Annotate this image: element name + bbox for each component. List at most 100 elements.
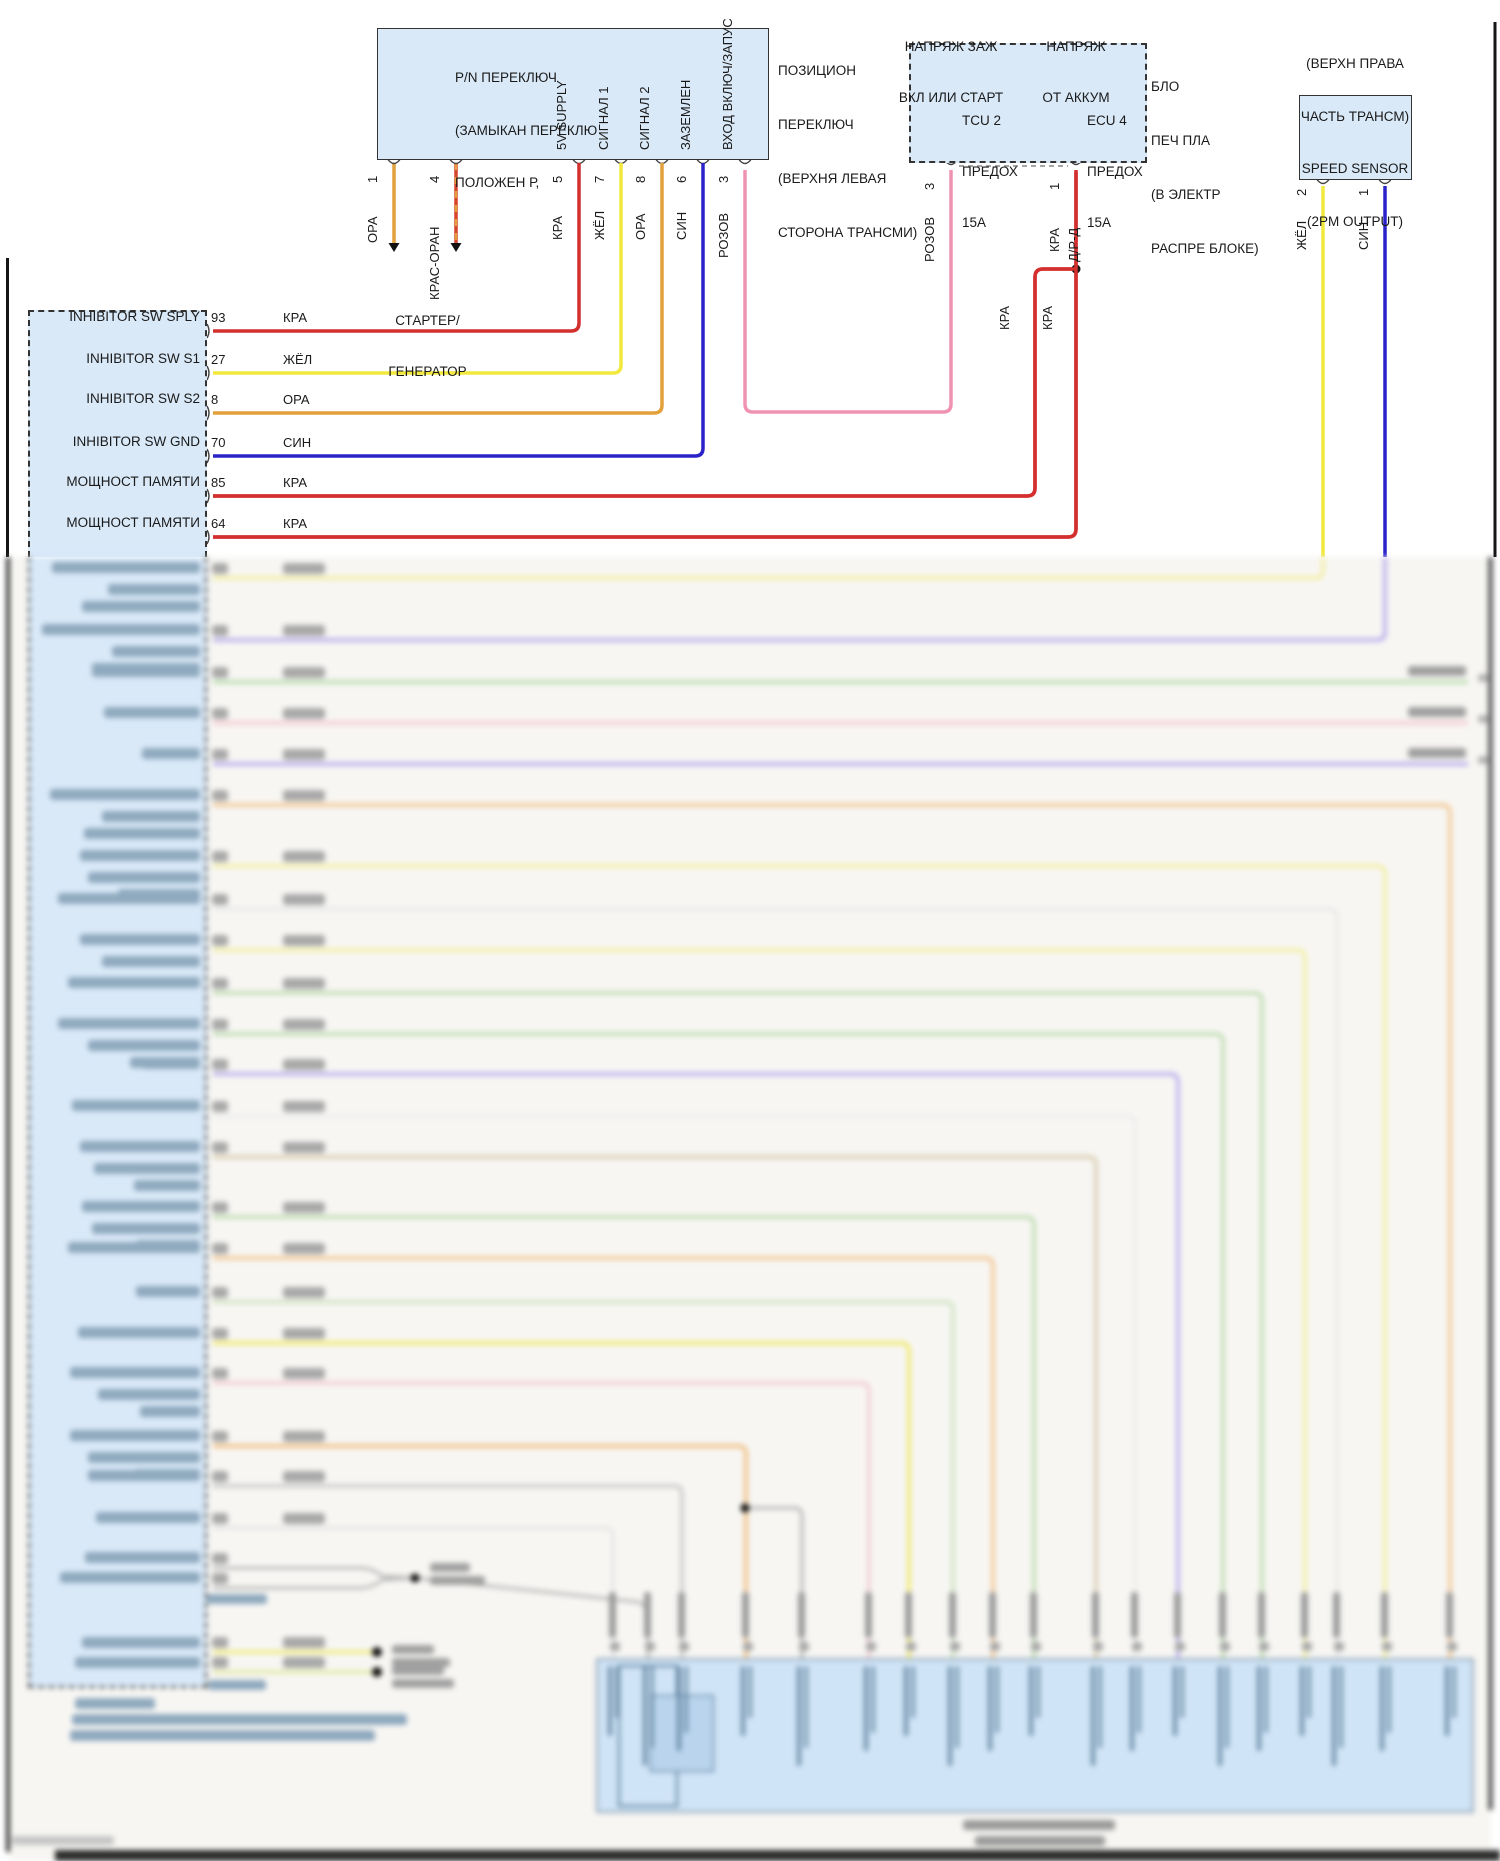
blurred-text-blob (975, 1836, 1105, 1846)
blurred-wire-code (283, 1657, 325, 1668)
tcm-connector-box-lower (28, 557, 207, 1688)
blurred-strip-pin-number (799, 1642, 809, 1651)
blurred-text-blob (72, 1714, 407, 1725)
static-wire (213, 267, 1076, 498)
blurred-strip-pin-label (1092, 1592, 1099, 1638)
strip-connector-glyph (615, 1666, 619, 1718)
blurred-row-label (50, 789, 200, 800)
fuse2-name: ECU 4 (1087, 113, 1127, 128)
sensor-title-line2: ЧАСТЬ ТРАНСМ) (1300, 108, 1410, 124)
blurred-pin-number (212, 1202, 228, 1213)
blurred-row-label (88, 1452, 200, 1463)
blurred-text-blob (430, 1576, 485, 1585)
blurred-pin-number (212, 851, 228, 862)
blurred-wire-code (283, 667, 325, 678)
blurred-strip-pin-number (950, 1642, 960, 1651)
blurred-strip-pin-label (865, 1592, 872, 1638)
row-wire-code: КРА (283, 310, 308, 325)
vertical-wire-label: СИН (1356, 221, 1371, 250)
blurred-strip-pin-number (1093, 1642, 1103, 1651)
blurred-wire-code (283, 563, 325, 574)
strip-connector-glyph (608, 1666, 612, 1736)
blurred-pin-number (212, 1368, 228, 1379)
blurred-row-label (102, 811, 200, 822)
blurred-wire-code (283, 790, 325, 801)
blurred-pin-number (212, 894, 228, 905)
vertical-wire-label: ЖЁЛ (1294, 220, 1309, 250)
pin-arc (206, 529, 210, 545)
row-label: МОЩНОСТ ПАМЯТИ (66, 515, 200, 530)
strip-connector-glyph (871, 1666, 875, 1733)
blurred-row-label (82, 601, 200, 612)
blurred-strip-pin-label (1174, 1592, 1181, 1638)
blurred-row-label (108, 584, 200, 595)
blurred-row-label (136, 1286, 200, 1297)
blurred-wire-code (283, 1287, 325, 1298)
blurred-strip-pin-number (610, 1642, 620, 1651)
blurred-text-blob (70, 1730, 375, 1741)
blurred-pin-number (212, 1513, 228, 1524)
blurred-row-label (82, 1201, 200, 1212)
fuse1-header-line1: НАПРЯЖ ЗАЖ (904, 39, 998, 54)
fuse1-header: НАПРЯЖ ЗАЖ ВКЛ ИЛИ СТАРТ (881, 4, 1021, 140)
blurred-row-label (80, 934, 200, 945)
strip-connector-glyph (1098, 1666, 1102, 1748)
blurred-strip-pin-number (1220, 1642, 1230, 1651)
blurred-text-blob (392, 1645, 434, 1654)
blurred-pin-number (212, 749, 228, 760)
strip-connector-glyph (1130, 1666, 1134, 1751)
blurred-text-blob (1478, 674, 1488, 682)
blurred-text-blob (1408, 748, 1466, 758)
blurred-wire-code (283, 851, 325, 862)
blurred-pin-number (212, 790, 228, 801)
blurred-row-label (60, 1572, 200, 1583)
strip-sub-box (650, 1695, 714, 1772)
pin-arc (206, 448, 210, 464)
blurred-strip-pin-label (989, 1592, 996, 1638)
blurred-pin-number (212, 1142, 228, 1153)
blurred-row-label (80, 850, 200, 861)
vertical-wire-label: РОЗОВ (716, 213, 731, 258)
row-wire-code: КРА (283, 516, 308, 531)
blurred-row-label (88, 1470, 200, 1481)
fuse2-rating: 15А (1087, 215, 1112, 230)
blurred-strip-pin-number (645, 1642, 655, 1651)
vertical-wire-label: СИН (674, 211, 689, 240)
blurred-wire-code (283, 1368, 325, 1379)
fuse-block-box (909, 43, 1147, 163)
blurred-pin-number (212, 1019, 228, 1030)
blurred-strip-pin-label (949, 1592, 956, 1638)
vertical-wire-label: КРА (1047, 227, 1062, 252)
vertical-wire-label: 8 (633, 175, 648, 183)
blurred-row-label (112, 646, 200, 657)
blurred-strip-pin-label (1258, 1592, 1265, 1638)
blurred-strip-pin-number (1031, 1642, 1041, 1651)
pn-switch-title-line2: (ЗАМЫКАН ПЕРЕКЛЮ (455, 122, 598, 138)
blurred-row-label (96, 1512, 200, 1523)
pin-arc (206, 323, 210, 339)
position-note-line3: (ВЕРХНЯ ЛЕВАЯ (778, 171, 887, 186)
blurred-pin-number (212, 1059, 228, 1070)
blurred-wire-code (283, 1142, 325, 1153)
arrowhead (450, 243, 462, 252)
strip-connector-glyph (988, 1666, 992, 1751)
vertical-wire-label: 6 (674, 175, 689, 183)
strip-connector-glyph (1380, 1666, 1384, 1751)
blurred-strip-pin-number (1447, 1642, 1457, 1651)
blurred-text-blob (208, 1680, 266, 1690)
blurred-row-label (94, 1163, 200, 1174)
strip-connector-glyph (804, 1666, 808, 1748)
strip-connector-glyph (1173, 1666, 1177, 1736)
blurred-row-label (58, 893, 200, 904)
vertical-wire-label: КРА (550, 215, 565, 240)
blurred-pin-number (212, 625, 228, 636)
blurred-strip-pin-label (742, 1592, 749, 1638)
blurred-strip-pin-label (1446, 1592, 1453, 1638)
blurred-text-blob (1408, 666, 1466, 676)
blurred-row-label (80, 1141, 200, 1152)
blurred-row-label (82, 1637, 200, 1648)
starter-line1: СТАРТЕР/ (395, 313, 460, 328)
blurred-row-label (68, 1242, 200, 1253)
page-border-left (6, 557, 10, 1852)
blurred-wire-code (283, 1328, 325, 1339)
